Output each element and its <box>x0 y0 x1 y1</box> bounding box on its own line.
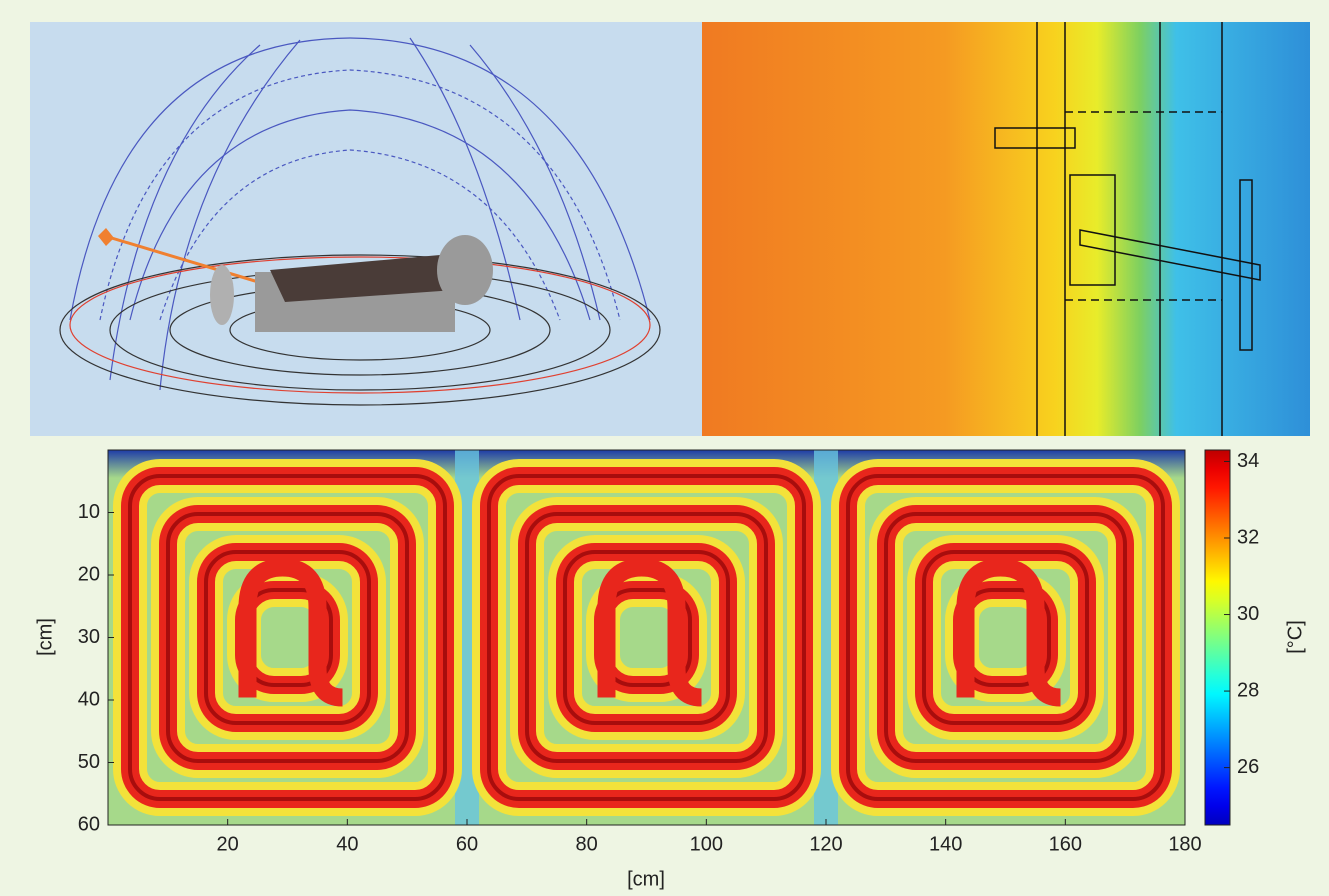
y-tick-label: 30 <box>78 626 100 648</box>
page: [cm] [cm] [°C] 20 40 60 80 100 120 140 160 180 10… <box>0 0 1329 896</box>
thermal-simulation-panel <box>702 22 1310 436</box>
x-tick-label: 40 <box>336 833 358 855</box>
x-tick-label: 140 <box>929 833 962 855</box>
colorbar-label: [°C] <box>1284 620 1306 654</box>
x-tick-label: 80 <box>576 833 598 855</box>
figure: [cm] [cm] [°C] 20 40 60 80 100 120 140 160 180 10… <box>0 0 1329 896</box>
colorbar-tick-label: 34 <box>1237 450 1259 472</box>
y-tick-label: 60 <box>78 813 100 835</box>
heatmap-image <box>108 450 1185 825</box>
colorbar <box>1205 450 1230 825</box>
y-axis-label: [cm] <box>34 618 56 656</box>
y-tick-label: 50 <box>78 751 100 773</box>
sun-path-panel <box>30 22 702 436</box>
colorbar-tick-label: 32 <box>1237 526 1259 548</box>
x-tick-label: 60 <box>456 833 478 855</box>
x-tick-label: 20 <box>217 833 239 855</box>
colorbar-tick-label: 30 <box>1237 603 1259 625</box>
x-tick-label: 100 <box>690 833 723 855</box>
colorbar-tick-label: 26 <box>1237 756 1259 778</box>
colorbar-tick-label: 28 <box>1237 679 1259 701</box>
x-tick-label: 120 <box>809 833 842 855</box>
x-tick-label: 160 <box>1049 833 1082 855</box>
y-tick-label: 20 <box>78 563 100 585</box>
x-tick-label: 180 <box>1168 833 1201 855</box>
y-tick-label: 40 <box>78 688 100 710</box>
x-axis-label: [cm] <box>627 868 665 890</box>
y-tick-label: 10 <box>78 501 100 523</box>
